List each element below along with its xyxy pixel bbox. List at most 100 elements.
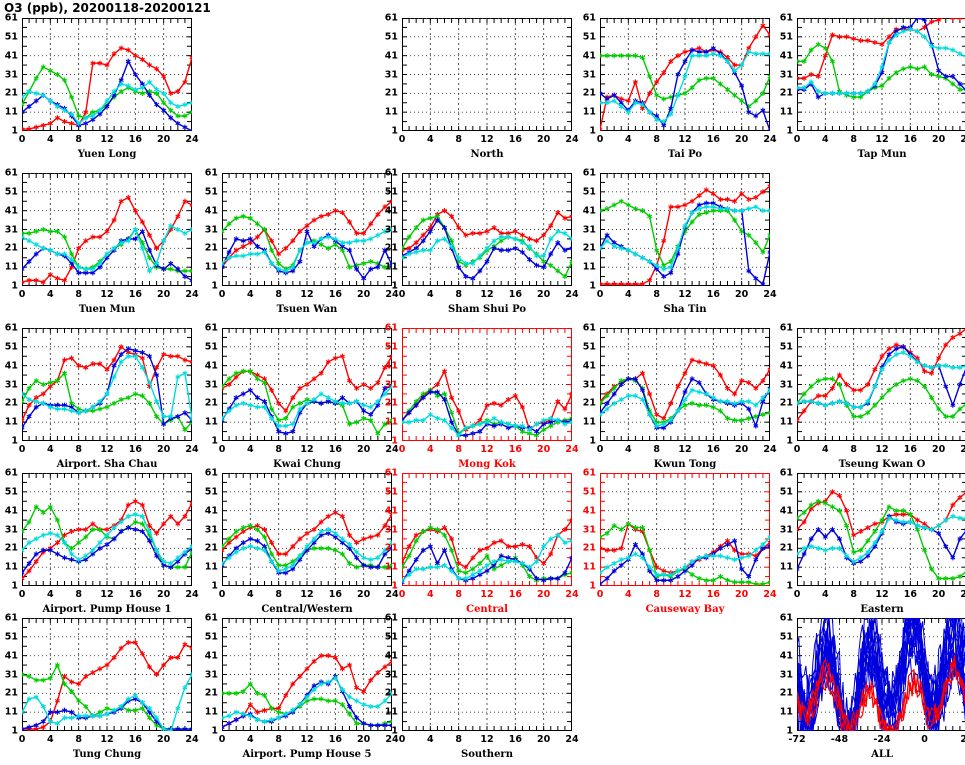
y-tick-label: 41 <box>576 205 596 216</box>
y-tick-label: 31 <box>576 524 596 535</box>
series-cyan <box>22 672 192 731</box>
y-tick-label: 61 <box>576 323 596 334</box>
x-tick-label: 20 <box>537 734 550 745</box>
x-tick-label: 24 <box>185 134 198 145</box>
x-tick-label: 24 <box>185 734 198 745</box>
x-tick-label: 0 <box>19 444 26 455</box>
y-tick-label: 1 <box>378 581 398 592</box>
y-tick-label: 41 <box>576 360 596 371</box>
y-tick-label: 11 <box>576 107 596 118</box>
y-tick-label: 61 <box>773 613 793 624</box>
y-tick-label: 21 <box>378 243 398 254</box>
x-tick-label: 8 <box>653 289 660 300</box>
x-tick-label: 8 <box>850 444 857 455</box>
x-tick-label: 20 <box>157 289 170 300</box>
y-tick-label: 61 <box>0 13 18 24</box>
y-tick-label: 31 <box>198 524 218 535</box>
x-tick-label: 0 <box>19 289 26 300</box>
y-tick-label: 41 <box>198 650 218 661</box>
x-tick-label: 4 <box>247 734 254 745</box>
y-tick-label: 61 <box>0 323 18 334</box>
plot-canvas <box>797 328 965 441</box>
x-tick-label: 0 <box>794 444 801 455</box>
y-tick-label: 41 <box>773 360 793 371</box>
x-tick-label: 12 <box>875 444 888 455</box>
y-tick-label: 61 <box>378 323 398 334</box>
x-tick-label: 12 <box>875 134 888 145</box>
plot-canvas <box>222 173 392 286</box>
x-tick-label: 12 <box>480 444 493 455</box>
y-tick-label: 61 <box>0 613 18 624</box>
x-tick-label: 20 <box>735 444 748 455</box>
x-tick-label: 8 <box>850 134 857 145</box>
x-tick-label: 0 <box>921 734 928 745</box>
y-tick-label: 41 <box>773 505 793 516</box>
y-tick-label: 31 <box>773 524 793 535</box>
y-tick-label: 11 <box>0 707 18 718</box>
x-tick-label: 16 <box>707 134 720 145</box>
y-tick-label: 41 <box>198 360 218 371</box>
x-tick-label: 16 <box>329 444 342 455</box>
x-tick-label: 16 <box>129 134 142 145</box>
y-tick-label: 21 <box>773 543 793 554</box>
y-tick-label: 31 <box>0 669 18 680</box>
plot-canvas <box>22 173 192 286</box>
x-tick-label: 4 <box>247 444 254 455</box>
y-tick-label: 51 <box>0 486 18 497</box>
x-tick-label: 0 <box>219 289 226 300</box>
x-tick-label: 24 <box>960 444 965 455</box>
y-tick-label: 41 <box>773 650 793 661</box>
x-tick-label: 16 <box>509 444 522 455</box>
y-tick-label: 41 <box>378 50 398 61</box>
x-tick-label: 4 <box>625 444 632 455</box>
x-tick-label: 0 <box>597 134 604 145</box>
x-tick-label: 12 <box>300 734 313 745</box>
x-tick-label: 8 <box>275 444 282 455</box>
plot-canvas <box>402 173 572 286</box>
y-tick-label: 61 <box>378 168 398 179</box>
x-tick-label: 8 <box>275 289 282 300</box>
y-tick-label: 61 <box>198 168 218 179</box>
y-tick-label: 61 <box>773 13 793 24</box>
x-tick-label: 4 <box>247 289 254 300</box>
y-tick-label: 61 <box>576 168 596 179</box>
y-tick-label: 51 <box>773 486 793 497</box>
x-tick-label: 16 <box>707 589 720 600</box>
x-tick-label: 4 <box>625 134 632 145</box>
y-tick-label: 61 <box>378 13 398 24</box>
y-tick-label: 1 <box>378 126 398 137</box>
y-tick-label: 51 <box>198 631 218 642</box>
x-tick-label: 20 <box>537 589 550 600</box>
x-tick-label: 16 <box>129 589 142 600</box>
x-tick-label: 12 <box>100 444 113 455</box>
x-tick-label: 12 <box>678 289 691 300</box>
x-tick-label: 12 <box>480 589 493 600</box>
y-tick-label: 31 <box>576 379 596 390</box>
y-tick-label: 31 <box>198 669 218 680</box>
x-tick-label: 12 <box>678 589 691 600</box>
plot-canvas <box>600 173 770 286</box>
x-tick-label: 8 <box>75 444 82 455</box>
x-tick-label: 12 <box>678 134 691 145</box>
x-tick-label: 16 <box>904 444 917 455</box>
x-tick-label: 4 <box>427 289 434 300</box>
y-tick-label: 31 <box>378 69 398 80</box>
y-tick-label: 21 <box>0 243 18 254</box>
y-tick-label: 31 <box>198 224 218 235</box>
x-tick-label: 24 <box>185 289 198 300</box>
panel-eastern: 111213141516104812162024Eastern <box>797 473 965 620</box>
x-tick-label: 24 <box>960 589 965 600</box>
x-tick-label: 24 <box>960 734 965 745</box>
y-tick-label: 21 <box>378 88 398 99</box>
plot-canvas <box>222 473 392 586</box>
y-tick-label: 11 <box>0 262 18 273</box>
y-tick-label: 1 <box>576 281 596 292</box>
y-tick-label: 31 <box>378 524 398 535</box>
y-tick-label: 61 <box>576 468 596 479</box>
y-tick-label: 21 <box>576 543 596 554</box>
y-tick-label: 1 <box>773 126 793 137</box>
y-tick-label: 51 <box>576 31 596 42</box>
